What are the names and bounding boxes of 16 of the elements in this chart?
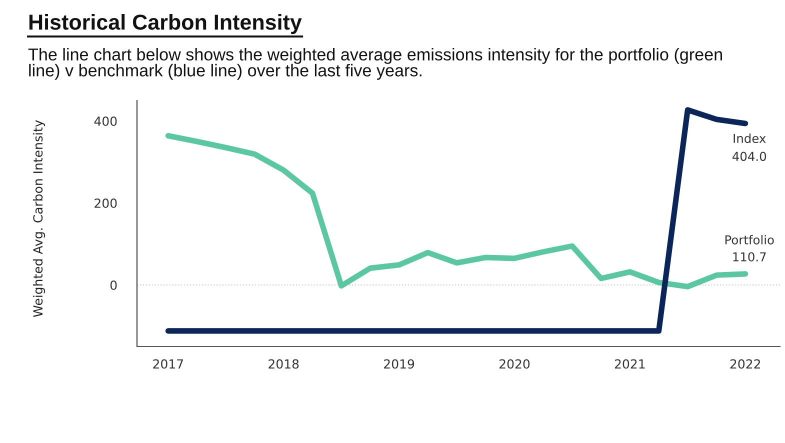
annotation: 404.0 — [732, 152, 766, 162]
chart-subtitle: The line chart below shows the weighted average emissions intensity for the portfolio (green line) v benchmark (blue line) over the last five years. — [28, 48, 722, 80]
x-tick-label: 2020 — [500, 359, 530, 369]
x-tick-label: 2019 — [384, 359, 414, 369]
x-tick-label: 2018 — [268, 359, 299, 369]
x-tick-label: 2021 — [614, 359, 645, 369]
y-tick-label: 200 — [94, 198, 117, 208]
x-tick-label: 2022 — [730, 359, 760, 369]
series-label: Index — [734, 134, 766, 144]
annotation: 110.7 — [733, 252, 766, 262]
text: Portfolio — [725, 235, 774, 244]
y-tick-label: 400 — [94, 116, 117, 126]
y-axis-title: Weighted Avg. Carbon Intensity — [32, 120, 46, 317]
y-tick-label: 0 — [110, 280, 117, 290]
chart-title: Historical Carbon Intensity — [29, 14, 302, 34]
x-tick-label: 2017 — [153, 359, 184, 369]
